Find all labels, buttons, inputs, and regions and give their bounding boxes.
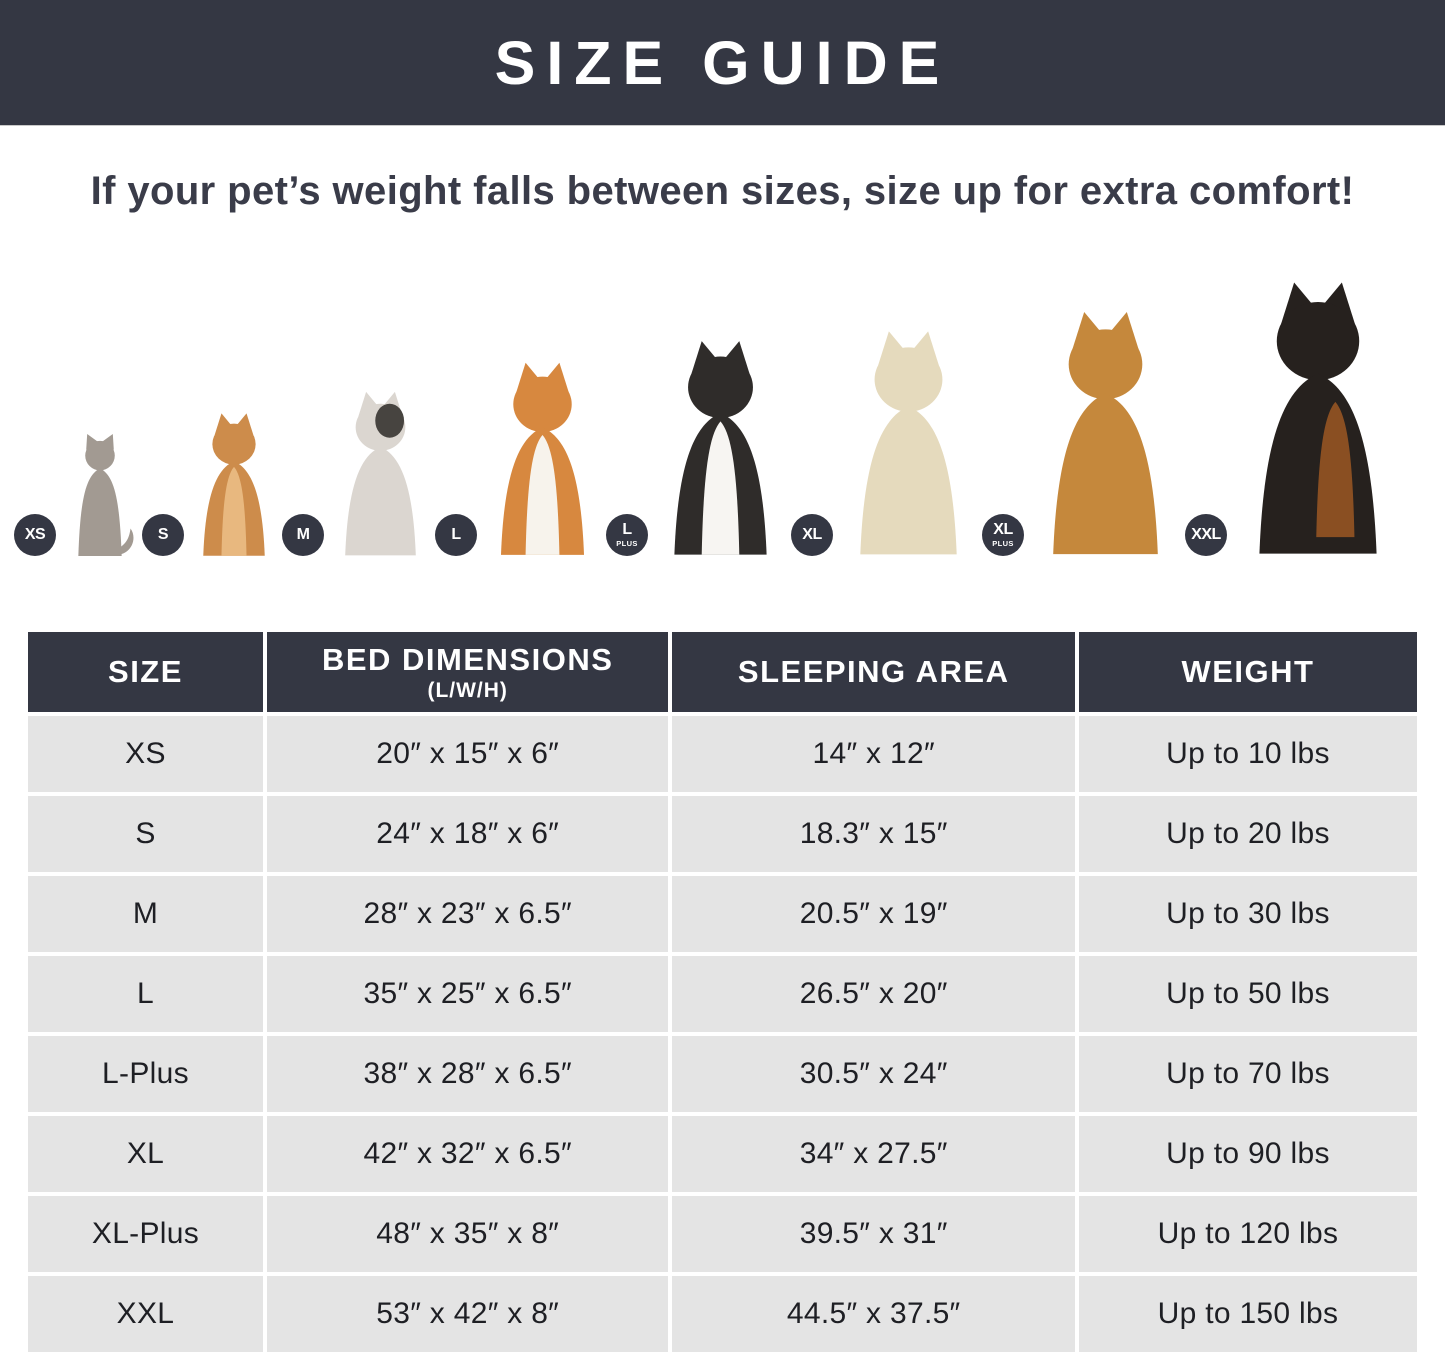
header-sleeping-area: SLEEPING AREA [672,632,1075,712]
golden-retriever-photo [1053,311,1158,555]
page-title: SIZE GUIDE [494,28,951,97]
header-weight: WEIGHT [1078,632,1417,712]
pet-figure-s: S [142,410,280,558]
pet-figure-m: M [282,388,433,558]
french-bulldog-photo [345,391,416,556]
pet-figure-xl-plus: XL PLUS [982,306,1183,558]
bed-dimensions-cell: 48″ x 35″ x 8″ [266,1196,669,1272]
sleeping-area-cell: 18.3″ x 15″ [672,796,1075,872]
bed-dimensions-cell: 38″ x 28″ x 6.5″ [266,1036,669,1112]
header-size: SIZE [28,632,263,712]
size-cell: L [28,956,263,1032]
doberman-photo [1259,282,1377,554]
pet-figure-xl: XL [791,326,980,558]
sleeping-area-cell: 39.5″ x 31″ [672,1196,1075,1272]
weight-cell: Up to 30 lbs [1078,876,1417,952]
size-badge-xl: XL [791,514,833,556]
size-badge-s: S [142,514,184,556]
weight-cell: Up to 50 lbs [1078,956,1417,1032]
bed-dimensions-cell: 42″ x 32″ x 6.5″ [266,1116,669,1192]
sleeping-area-cell: 30.5″ x 24″ [672,1036,1075,1112]
size-badge-xs: XS [14,514,56,556]
bed-dimensions-cell: 35″ x 25″ x 6.5″ [266,956,669,1032]
sleeping-area-cell: 34″ x 27.5″ [672,1116,1075,1192]
weight-cell: Up to 20 lbs [1078,796,1417,872]
size-badge-xxl: XXL [1185,514,1227,556]
pomeranian-photo [203,413,265,556]
pet-figure-l: L [435,358,604,558]
size-cell: M [28,876,263,952]
size-badge-m: M [282,514,324,556]
pet-figure-l-plus: L PLUS [606,336,789,558]
shiba-inu-photo [500,362,585,555]
border-collie-photo [674,341,767,555]
bed-dimensions-cell: 20″ x 15″ x 6″ [266,716,669,792]
size-cell: S [28,796,263,872]
bed-dimensions-cell: 53″ x 42″ x 8″ [266,1276,669,1352]
sleeping-area-cell: 44.5″ x 37.5″ [672,1276,1075,1352]
pet-size-lineup: XS S M L [0,220,1445,576]
sleeping-area-cell: 26.5″ x 20″ [672,956,1075,1032]
cat-photo [78,433,134,557]
weight-cell: Up to 70 lbs [1078,1036,1417,1112]
bed-dimensions-cell: 24″ x 18″ x 6″ [266,796,669,872]
header-bed-dimensions-sub: (L/W/H) [427,678,508,702]
bed-dimensions-cell: 28″ x 23″ x 6.5″ [266,876,669,952]
size-table: SIZE BED DIMENSIONS (L/W/H) SLEEPING ARE… [28,632,1417,1352]
size-cell: L-Plus [28,1036,263,1112]
weight-cell: Up to 150 lbs [1078,1276,1417,1352]
labrador-photo [860,331,957,555]
title-bar: SIZE GUIDE [0,0,1445,125]
header-bed-dimensions: BED DIMENSIONS (L/W/H) [266,632,669,712]
size-cell: XL-Plus [28,1196,263,1272]
weight-cell: Up to 120 lbs [1078,1196,1417,1272]
pet-figure-xxl: XXL [1185,276,1405,558]
size-badge-l: L [435,514,477,556]
weight-cell: Up to 90 lbs [1078,1116,1417,1192]
size-badge-l-plus: L PLUS [606,514,648,556]
sleeping-area-cell: 20.5″ x 19″ [672,876,1075,952]
size-cell: XL [28,1116,263,1192]
pet-figure-xs: XS [14,430,140,558]
sleeping-area-cell: 14″ x 12″ [672,716,1075,792]
size-cell: XXL [28,1276,263,1352]
size-badge-xl-plus: XL PLUS [982,514,1024,556]
size-up-note: If your pet’s weight falls between sizes… [90,169,1355,213]
weight-cell: Up to 10 lbs [1078,716,1417,792]
size-cell: XS [28,716,263,792]
